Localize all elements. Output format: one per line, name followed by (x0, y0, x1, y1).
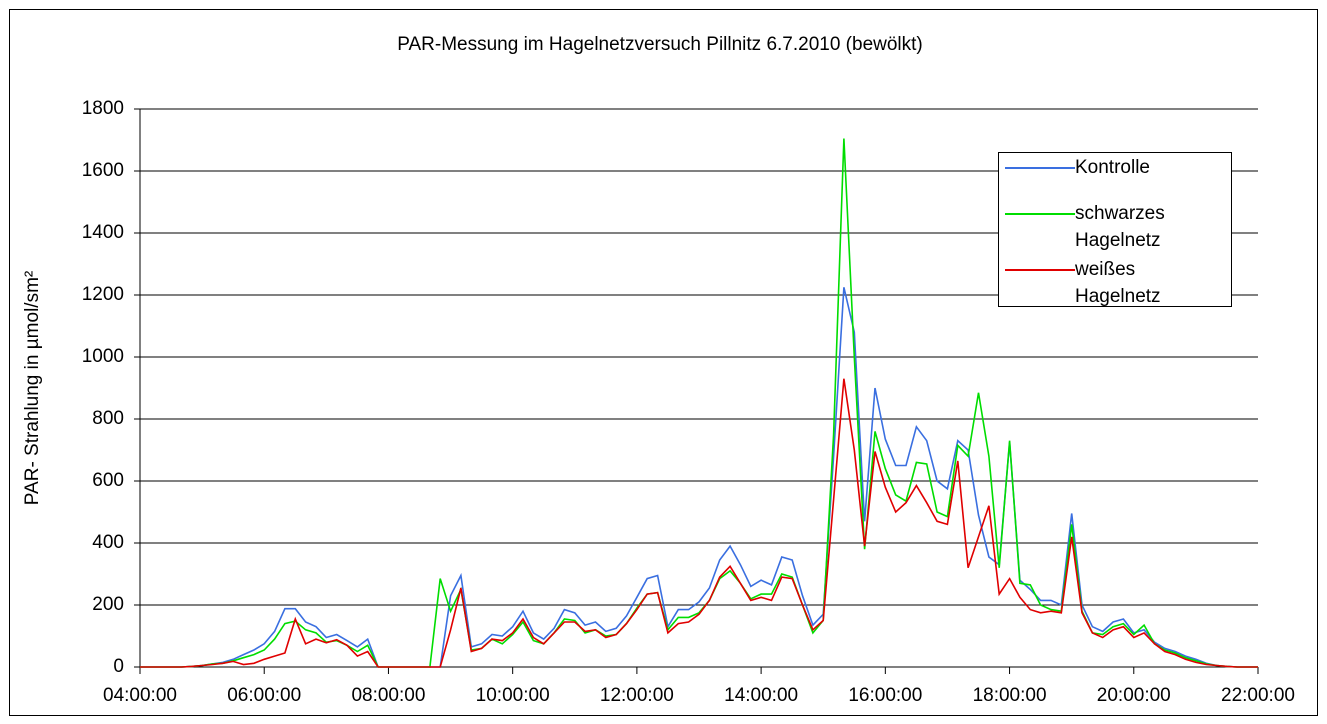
legend-label: weißes Hagelnetz (1075, 259, 1161, 307)
chart-frame (9, 9, 1318, 716)
x-tick-label: 08:00:00 (351, 685, 425, 706)
x-tick-label: 16:00:00 (848, 685, 922, 706)
y-tick-label: 800 (92, 408, 124, 429)
legend-swatch (1005, 269, 1075, 271)
x-tick-label: 10:00:00 (476, 685, 550, 706)
x-tick-label: 20:00:00 (1097, 685, 1171, 706)
x-tick-label: 12:00:00 (600, 685, 674, 706)
series-line (140, 378, 1258, 668)
legend: Kontrolle schwarzes Hagelnetz weißes Hagel… (998, 152, 1232, 307)
y-tick-label: 1000 (82, 346, 124, 367)
y-tick-label: 0 (113, 656, 124, 677)
legend-label: Kontrolle (1075, 157, 1150, 178)
y-tick-label: 400 (92, 532, 124, 553)
legend-entry: schwarzes Hagelnetz (1005, 203, 1185, 254)
x-tick-label: 22:00:00 (1221, 685, 1295, 706)
x-tick-label: 04:00:00 (103, 685, 177, 706)
x-tick-label: 06:00:00 (227, 685, 301, 706)
y-tick-label: 1200 (82, 284, 124, 305)
chart-title: PAR-Messung im Hagelnetzversuch Pillnitz… (397, 34, 923, 55)
y-tick-label: 1800 (82, 98, 124, 119)
legend-entry: weißes Hagelnetz (1005, 259, 1185, 310)
x-tick-label: 14:00:00 (724, 685, 798, 706)
legend-swatch (1005, 213, 1075, 215)
y-tick-label: 1400 (82, 222, 124, 243)
legend-label: schwarzes Hagelnetz (1075, 203, 1165, 251)
x-tick-label: 18:00:00 (973, 685, 1047, 706)
legend-swatch (1005, 167, 1075, 169)
y-axis-title: PAR- Strahlung in µmol/sm² (22, 271, 43, 505)
legend-entry: Kontrolle (1005, 157, 1185, 181)
y-tick-label: 600 (92, 470, 124, 491)
y-tick-label: 200 (92, 594, 124, 615)
series-line (140, 287, 1258, 668)
y-tick-label: 1600 (82, 160, 124, 181)
